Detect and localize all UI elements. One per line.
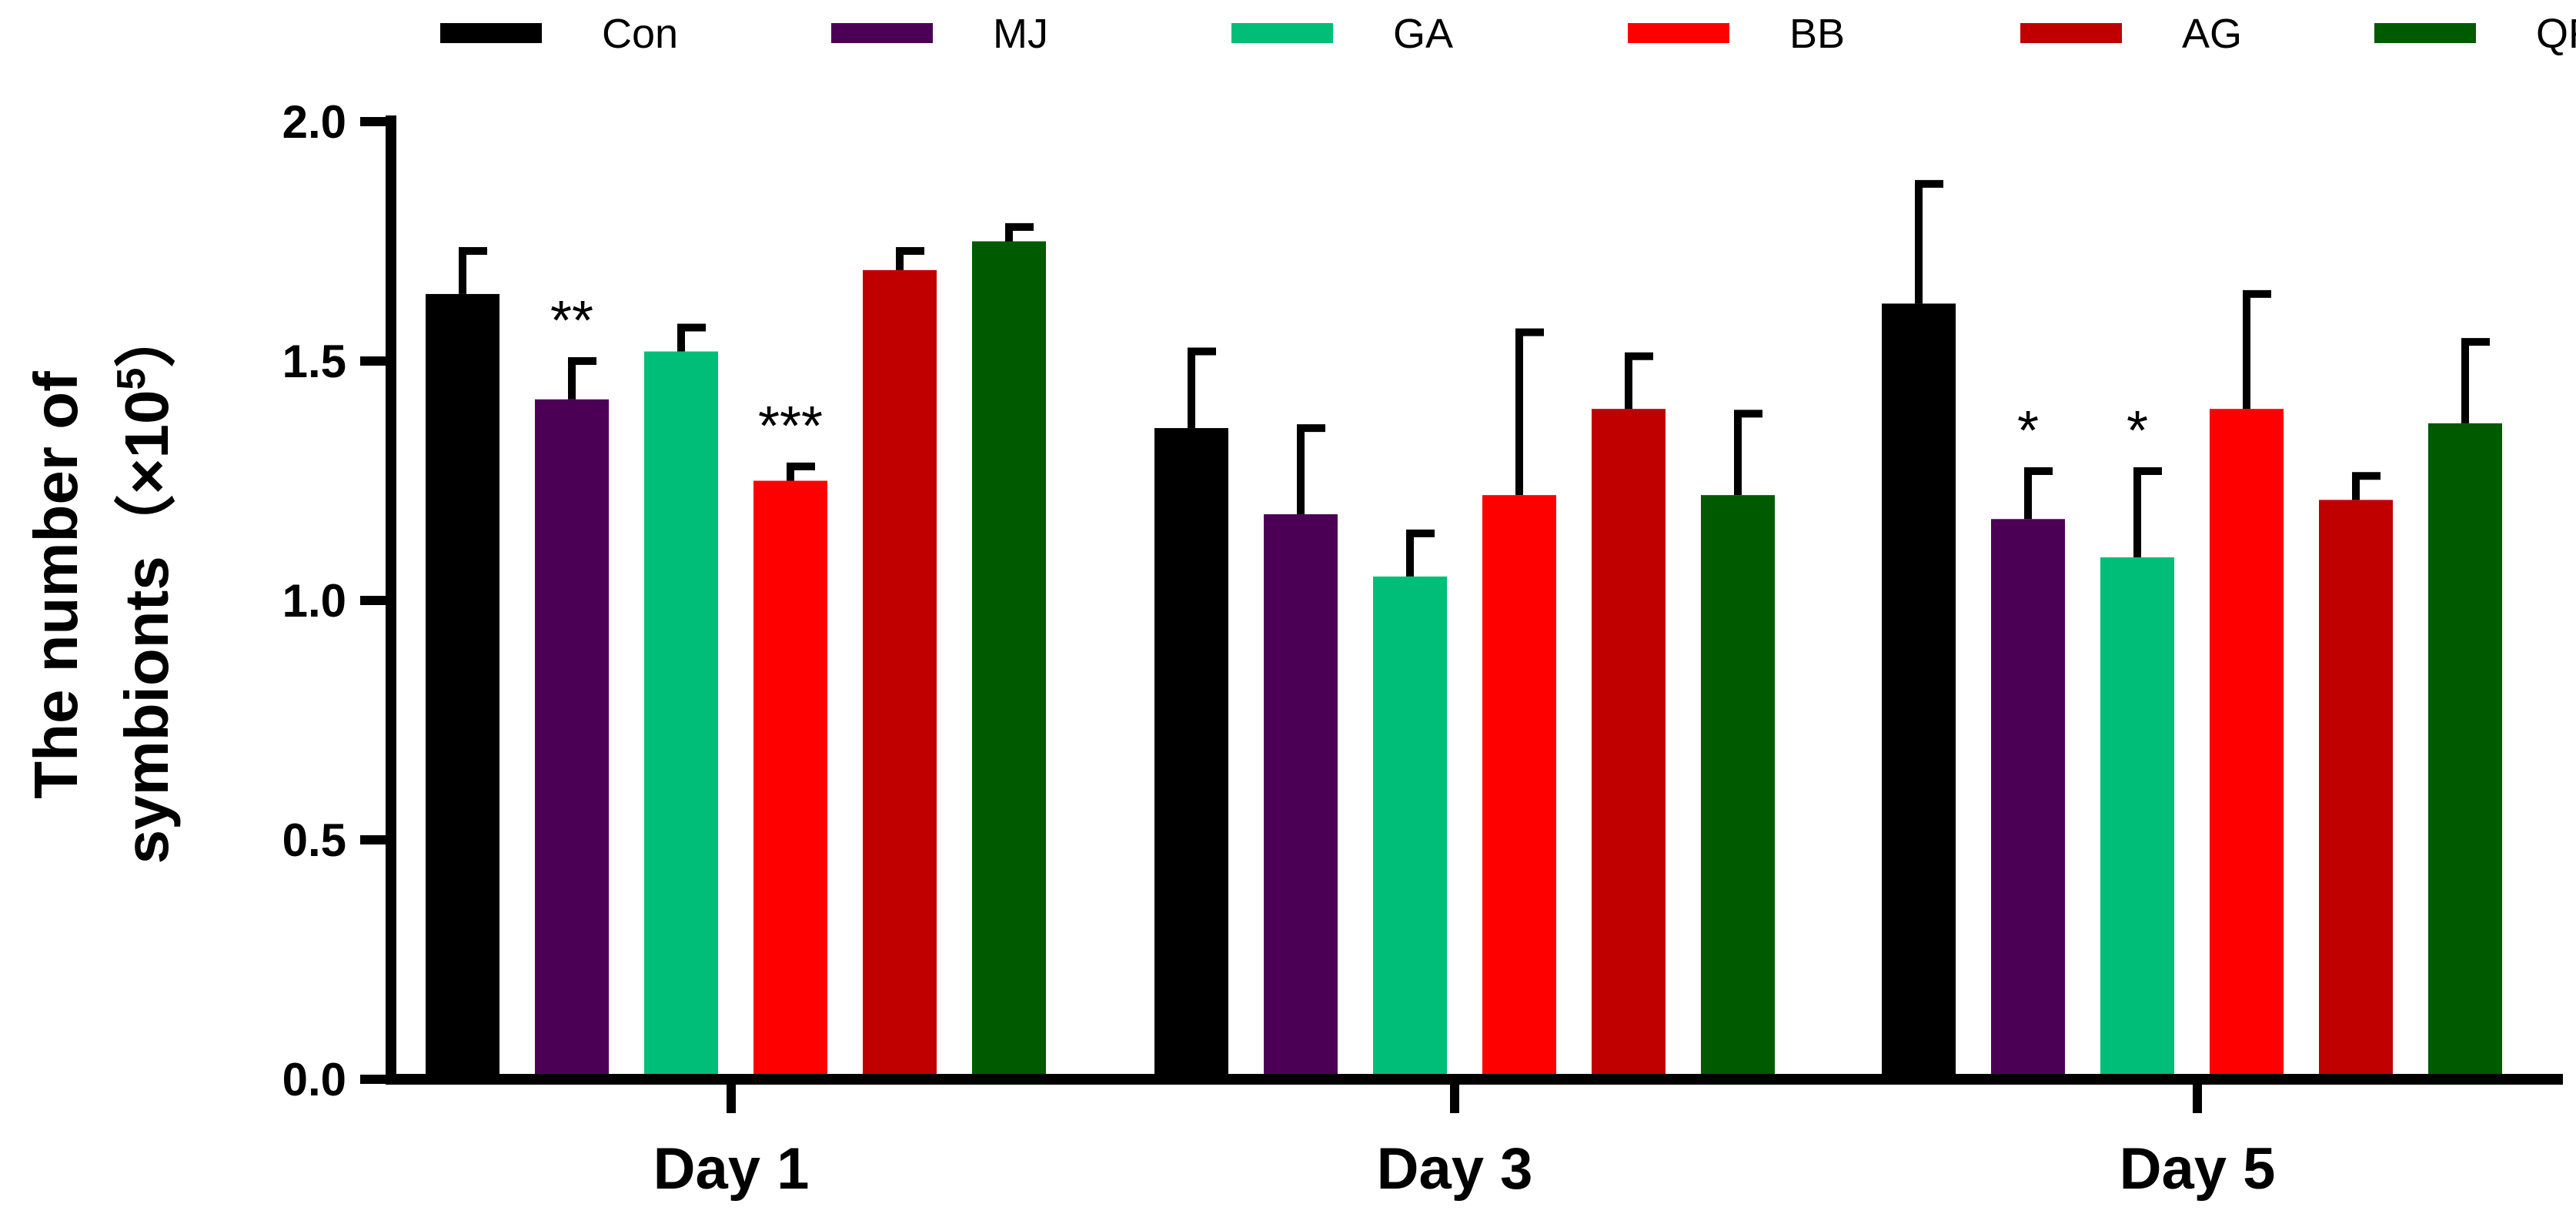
y-tick-label: 1.0 bbox=[282, 575, 346, 627]
y-axis-label-line2-suffix: ） bbox=[112, 306, 181, 368]
bar-ag-day-1 bbox=[863, 269, 937, 1079]
y-tick-label: 2.0 bbox=[282, 96, 346, 148]
bar-ag-day-5 bbox=[2319, 500, 2393, 1079]
bar-con-day-1 bbox=[426, 293, 499, 1079]
y-axis-label-line2-prefix: symbionts（×10 bbox=[112, 390, 181, 864]
bar-mj-day-3 bbox=[1264, 514, 1338, 1079]
legend-swatch-con bbox=[440, 23, 542, 43]
legend-swatch-mj bbox=[831, 23, 933, 43]
bar-mj-day-5 bbox=[1991, 519, 2065, 1079]
y-tick-label: 0.5 bbox=[282, 814, 346, 866]
significance-marks: *** **** bbox=[550, 290, 2148, 462]
bar-con-day-5 bbox=[1882, 303, 1956, 1079]
bar-mj-day-1 bbox=[535, 399, 609, 1079]
bar-qr-day-3 bbox=[1701, 495, 1775, 1079]
y-tick-label: 1.5 bbox=[282, 336, 346, 387]
bar-qr-day-1 bbox=[972, 241, 1046, 1079]
x-tick-label-day-5: Day 5 bbox=[2120, 1136, 2276, 1202]
bar-ga-day-1 bbox=[644, 351, 718, 1079]
bar-ag-day-3 bbox=[1592, 409, 1666, 1079]
y-axis-label: The number of bbox=[22, 371, 90, 799]
legend-label-con: Con bbox=[602, 11, 678, 57]
y-tick-label: 0.0 bbox=[282, 1054, 346, 1105]
legend: Con MJ GA BB AG QR bbox=[440, 11, 2576, 57]
legend-swatch-ga bbox=[1231, 23, 1333, 43]
legend-label-bb: BB bbox=[1789, 11, 1845, 57]
bar-bb-day-3 bbox=[1482, 495, 1556, 1079]
x-ticks: Day 1 Day 3 Day 5 bbox=[653, 1079, 2276, 1202]
y-axis-label-line1: The number of bbox=[22, 371, 90, 799]
significance-mj-day-5: * bbox=[2017, 400, 2039, 462]
legend-label-qr: QR bbox=[2536, 11, 2576, 57]
bar-bb-day-5 bbox=[2210, 409, 2284, 1079]
bar-ga-day-3 bbox=[1373, 576, 1447, 1079]
bar-ga-day-5 bbox=[2100, 557, 2174, 1079]
y-axis-label-exponent: 5 bbox=[109, 368, 154, 390]
error-bars bbox=[459, 179, 2490, 577]
x-tick-label-day-1: Day 1 bbox=[653, 1136, 810, 1202]
bar-qr-day-5 bbox=[2428, 423, 2502, 1079]
significance-ga-day-5: * bbox=[2127, 400, 2148, 462]
x-tick-label-day-3: Day 3 bbox=[1377, 1136, 1533, 1202]
legend-label-ag: AG bbox=[2182, 11, 2242, 57]
significance-mj-day-1: ** bbox=[550, 290, 593, 352]
bar-bb-day-1 bbox=[753, 480, 827, 1079]
bar-con-day-3 bbox=[1154, 428, 1228, 1079]
y-axis-label-line2: symbionts（×105） bbox=[109, 306, 181, 864]
legend-swatch-qr bbox=[2374, 23, 2476, 43]
legend-label-ga: GA bbox=[1393, 11, 1453, 57]
y-ticks: 0.0 0.5 1.0 1.5 2.0 bbox=[282, 96, 391, 1105]
significance-bb-day-1: *** bbox=[758, 396, 823, 457]
legend-swatch-ag bbox=[2020, 23, 2122, 43]
legend-label-mj: MJ bbox=[993, 11, 1048, 57]
bars bbox=[426, 241, 2502, 1079]
legend-swatch-bb bbox=[1628, 23, 1729, 43]
